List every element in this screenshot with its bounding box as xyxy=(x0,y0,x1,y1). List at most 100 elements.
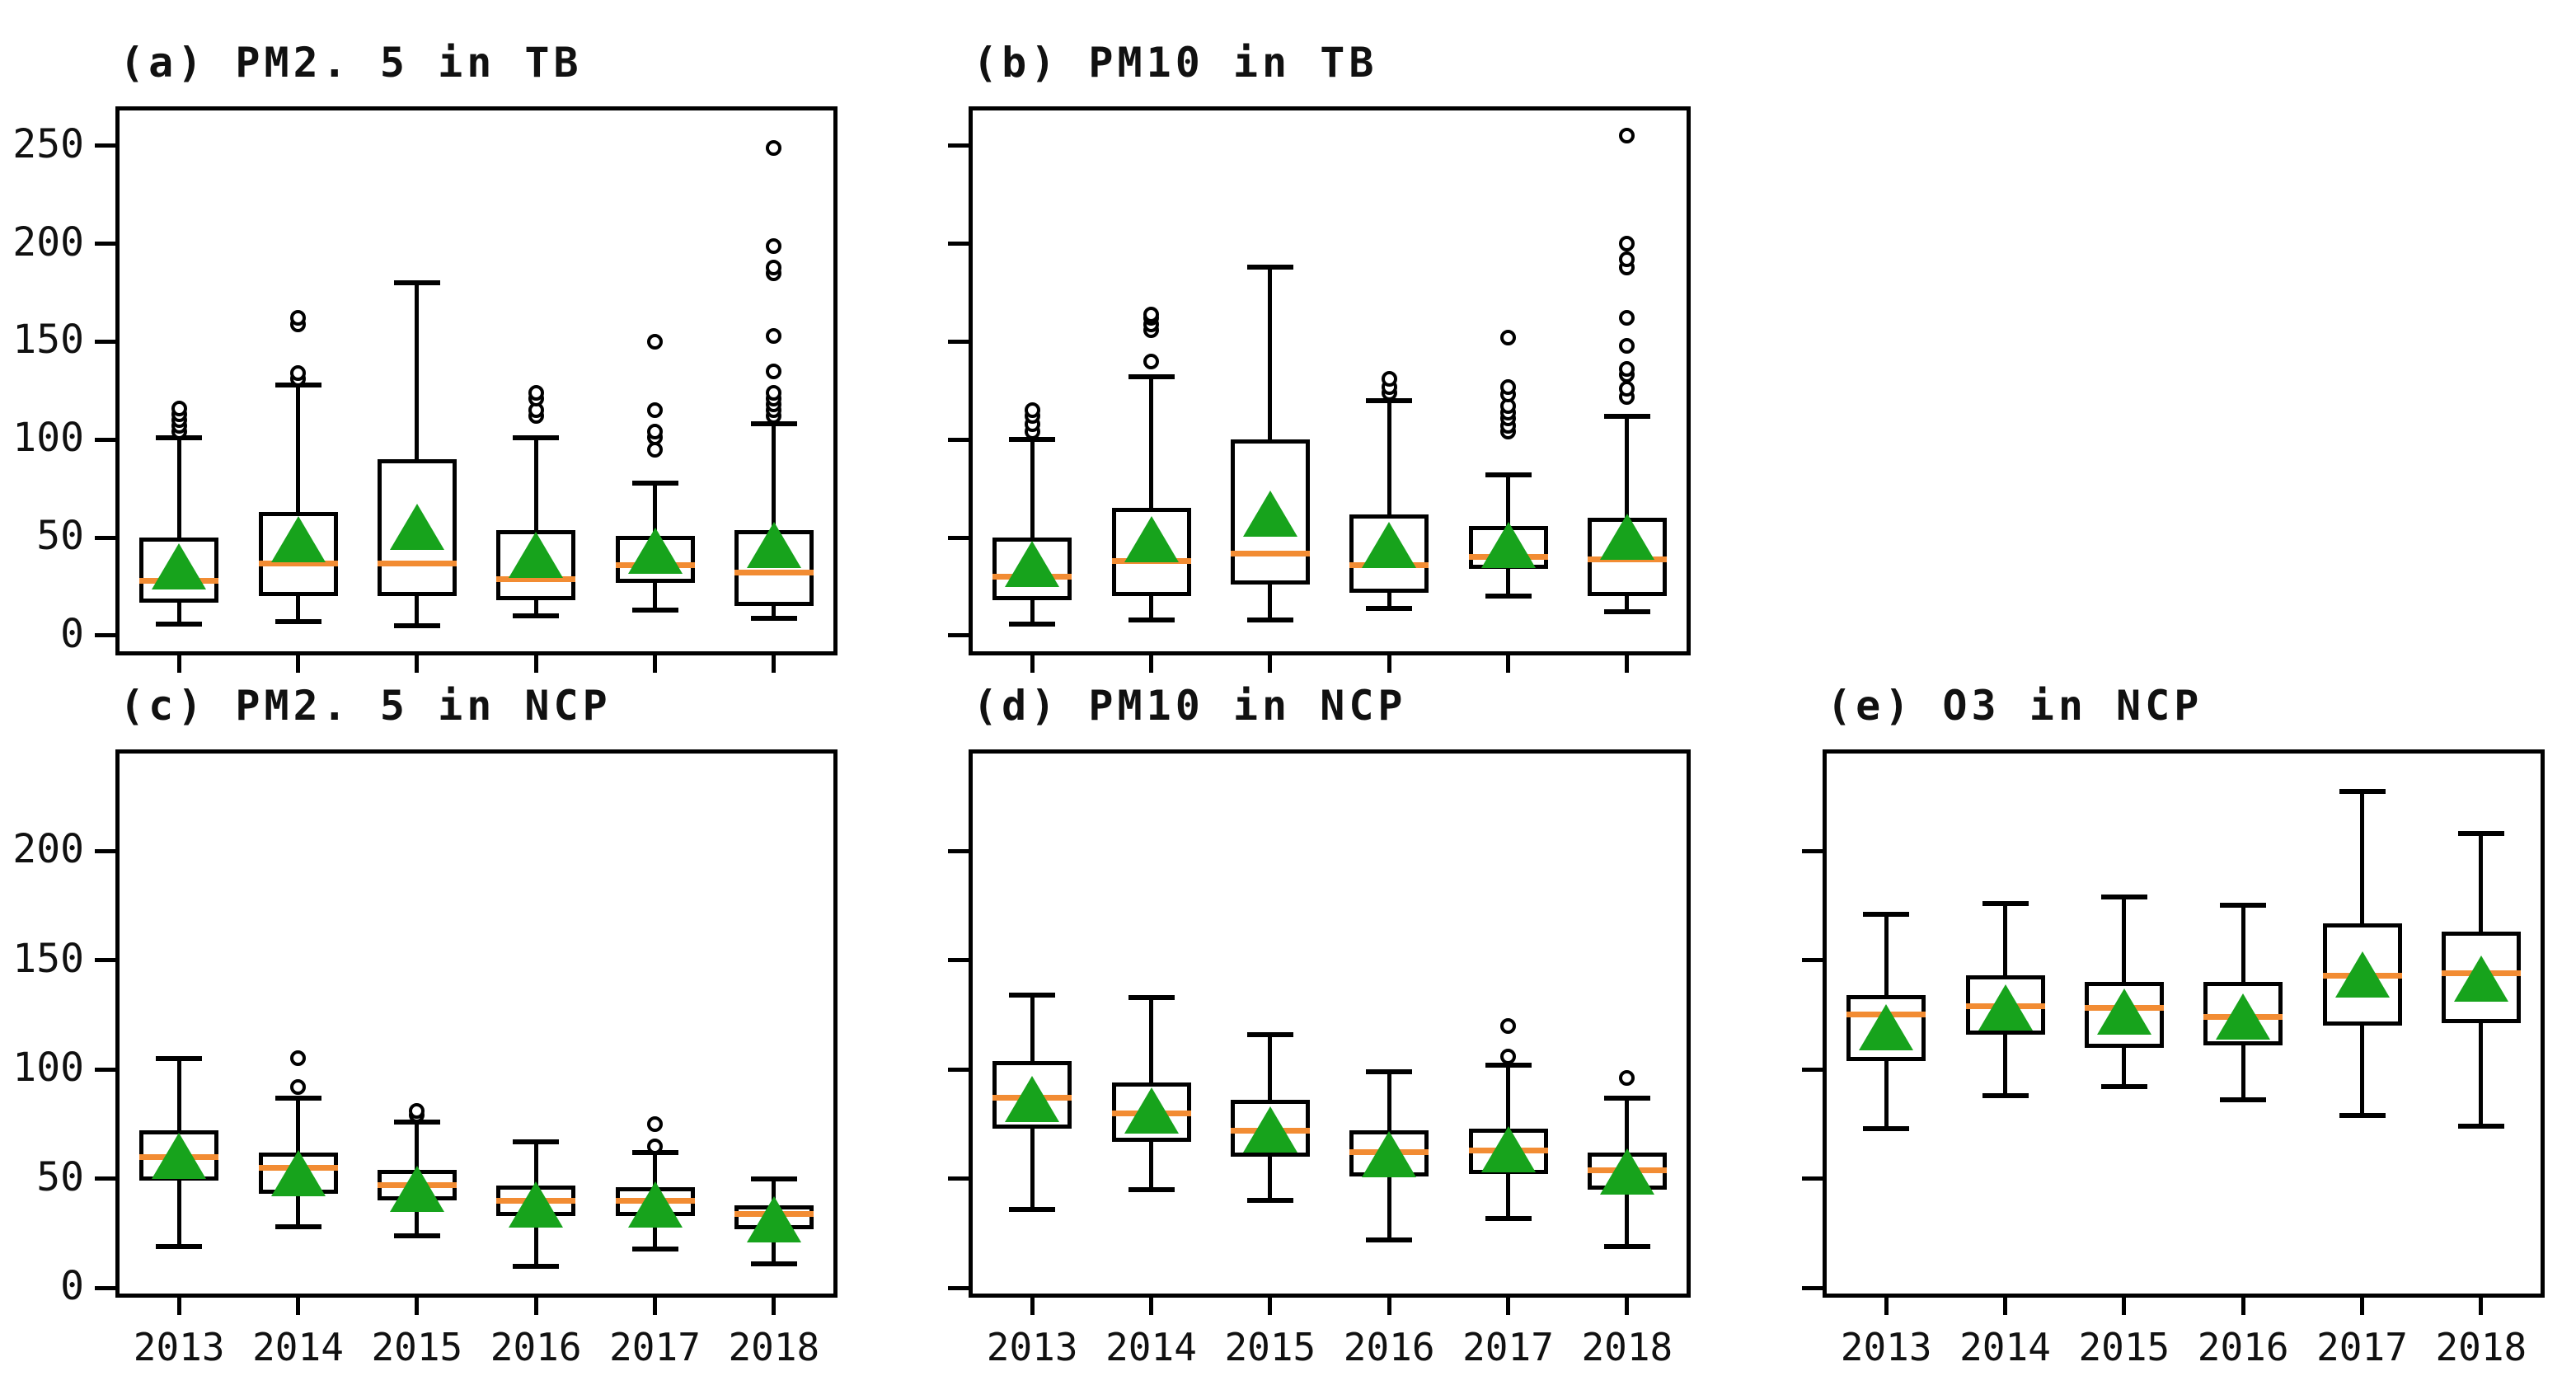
whisker-cap-lower xyxy=(2100,1084,2147,1090)
y-tick-label: 150 xyxy=(12,317,84,364)
y-axis-tick xyxy=(948,1176,969,1181)
whisker-cap-lower xyxy=(274,1224,321,1230)
mean-marker-triangle xyxy=(1362,521,1417,568)
y-axis-tick xyxy=(948,1067,969,1072)
y-axis-tick xyxy=(1802,1067,1823,1072)
x-tick-label-year: 2018 xyxy=(728,1325,820,1369)
y-axis-tick xyxy=(95,143,115,148)
whisker-cap-lower xyxy=(2220,1097,2267,1103)
whisker-cap-upper xyxy=(1246,1031,1293,1037)
whisker-cap-upper xyxy=(1982,900,2029,906)
x-axis-tick xyxy=(1030,1294,1035,1315)
whisker-cap-lower xyxy=(750,615,797,621)
y-axis-tick xyxy=(95,242,115,247)
outlier-point xyxy=(1500,330,1516,346)
panel-a-title: (a) PM2. 5 in TB xyxy=(120,39,583,87)
outlier-point xyxy=(647,1138,663,1154)
panel-e-title: (e) O3 in NCP xyxy=(1827,682,2203,730)
y-axis-tick xyxy=(95,535,115,540)
whisker-cap-lower xyxy=(631,608,678,613)
outlier-point xyxy=(1500,1048,1516,1064)
x-tick-label-year: 2014 xyxy=(1105,1325,1197,1369)
x-axis-tick xyxy=(2479,1294,2484,1315)
mean-marker-triangle xyxy=(1859,1003,1914,1050)
y-axis-tick xyxy=(948,1285,969,1290)
x-tick-label-year: 2014 xyxy=(1959,1325,2051,1369)
mean-marker-triangle xyxy=(1599,1148,1654,1195)
outlier-point xyxy=(1024,402,1040,419)
outlier-point xyxy=(766,237,782,254)
whisker-cap-lower xyxy=(1246,1198,1293,1204)
mean-marker-triangle xyxy=(509,1181,564,1228)
x-tick-label-year: 2016 xyxy=(1343,1325,1435,1369)
outlier-point xyxy=(1619,1070,1635,1087)
whisker-cap-upper xyxy=(1485,1062,1532,1068)
whisker-cap-upper xyxy=(1366,397,1413,403)
y-axis-tick xyxy=(948,143,969,148)
y-tick-label: 250 xyxy=(12,120,84,167)
mean-marker-triangle xyxy=(1124,515,1179,562)
x-axis-tick xyxy=(1387,1294,1391,1315)
outlier-point xyxy=(647,424,663,440)
y-axis-tick xyxy=(1802,848,1823,853)
outlier-point xyxy=(766,363,782,379)
x-axis-tick xyxy=(772,1294,777,1315)
median-line xyxy=(496,575,576,582)
whisker-cap-upper xyxy=(2457,830,2504,836)
x-axis-tick xyxy=(1625,651,1630,673)
y-axis-tick xyxy=(948,339,969,344)
y-axis-tick xyxy=(1802,1176,1823,1181)
x-tick-label-year: 2015 xyxy=(2078,1325,2170,1369)
outlier-point xyxy=(1619,310,1635,326)
whisker-cap-upper xyxy=(750,1176,797,1181)
mean-marker-triangle xyxy=(270,515,326,562)
x-tick-label-year: 2018 xyxy=(2435,1325,2527,1369)
whisker-line xyxy=(176,437,181,624)
x-tick-label-year: 2014 xyxy=(252,1325,344,1369)
whisker-cap-lower xyxy=(513,1263,560,1269)
outlier-point xyxy=(528,384,544,401)
whisker-cap-lower xyxy=(1603,1243,1650,1249)
whisker-cap-upper xyxy=(2339,789,2386,795)
y-axis-tick xyxy=(95,1067,115,1072)
y-axis-tick xyxy=(948,848,969,853)
outlier-point xyxy=(647,1115,663,1132)
y-tick-label: 50 xyxy=(36,513,84,560)
y-axis-tick xyxy=(948,437,969,442)
whisker-cap-upper xyxy=(1246,265,1293,270)
y-axis-tick xyxy=(1802,1285,1823,1290)
outlier-point xyxy=(1381,371,1397,387)
x-tick-label-year: 2017 xyxy=(2316,1325,2408,1369)
mean-marker-triangle xyxy=(1362,1130,1417,1177)
x-axis-tick xyxy=(2241,1294,2245,1315)
x-axis-tick xyxy=(1030,651,1035,673)
y-tick-label: 150 xyxy=(12,935,84,982)
whisker-cap-lower xyxy=(1982,1093,2029,1098)
panel-a-plot: 0 50 100 150 200 250 xyxy=(12,106,838,673)
outlier-point xyxy=(409,1103,425,1120)
whisker-cap-upper xyxy=(1128,374,1175,380)
mean-marker-triangle xyxy=(746,1196,801,1243)
mean-marker-triangle xyxy=(152,1133,207,1180)
mean-marker-triangle xyxy=(389,504,444,551)
x-axis-tick xyxy=(653,1294,657,1315)
mean-marker-triangle xyxy=(1242,490,1297,537)
x-axis-tick xyxy=(1149,651,1153,673)
whisker-cap-lower xyxy=(156,1243,203,1249)
x-axis-tick xyxy=(1149,1294,1153,1315)
y-tick-label: 50 xyxy=(36,1153,84,1200)
whisker-cap-lower xyxy=(274,619,321,625)
x-axis-tick xyxy=(415,1294,420,1315)
x-axis-tick xyxy=(1387,651,1391,673)
mean-marker-triangle xyxy=(2096,988,2151,1035)
x-tick-label-year: 2013 xyxy=(986,1325,1078,1369)
outlier-point xyxy=(1619,381,1635,397)
median-line xyxy=(734,570,814,576)
x-tick-label-year: 2015 xyxy=(1224,1325,1316,1369)
x-axis-tick xyxy=(533,1294,538,1315)
outlier-point xyxy=(1143,306,1159,322)
x-tick-label-year: 2016 xyxy=(2197,1325,2289,1369)
x-axis-tick xyxy=(1268,1294,1273,1315)
y-axis-tick xyxy=(948,535,969,540)
whisker-cap-lower xyxy=(631,1246,678,1251)
